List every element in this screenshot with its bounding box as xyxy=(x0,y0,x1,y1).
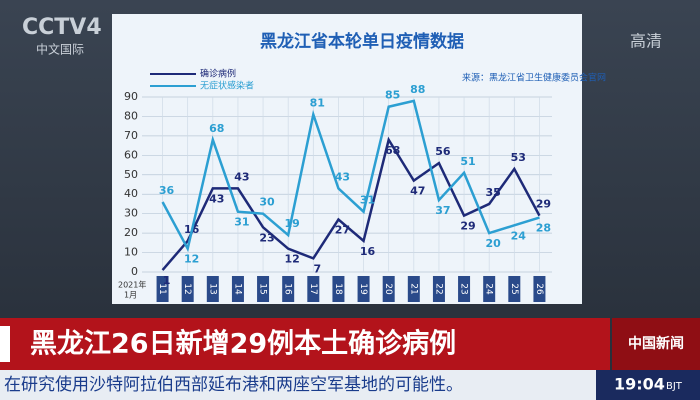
data-label: 68 xyxy=(209,122,224,135)
x-tick-label: 14 xyxy=(232,283,242,295)
clock-bg xyxy=(596,370,700,400)
data-label: 29 xyxy=(536,198,551,211)
news-logo: 中国新闻 xyxy=(628,335,684,352)
y-tick-label: 60 xyxy=(124,148,138,161)
data-label: 24 xyxy=(511,229,527,242)
x-tick-label: 16 xyxy=(283,283,293,295)
y-tick-label: 70 xyxy=(124,129,138,142)
data-label: 27 xyxy=(335,224,350,237)
x-tick-box xyxy=(181,276,194,302)
year-label: 2021年 xyxy=(118,280,146,290)
data-label: 28 xyxy=(536,222,551,235)
y-tick-label: 50 xyxy=(124,168,138,181)
banner-mark xyxy=(0,326,10,362)
x-tick-label: 17 xyxy=(308,283,318,294)
legend-label: 无症状感染者 xyxy=(200,80,254,92)
data-label: 85 xyxy=(385,89,400,102)
x-tick-label: 18 xyxy=(333,283,343,295)
chart-title: 黑龙江省本轮单日疫情数据 xyxy=(260,31,464,52)
x-tick-label: 21 xyxy=(408,283,418,294)
x-tick-label: 24 xyxy=(484,283,494,295)
series-line xyxy=(161,136,541,271)
data-label: 23 xyxy=(259,231,274,244)
data-label: 51 xyxy=(460,155,475,168)
series-line xyxy=(161,99,540,253)
data-label: 12 xyxy=(184,253,199,266)
news-logo-bg xyxy=(612,318,700,370)
x-tick-label: 23 xyxy=(459,283,469,294)
x-tick-box xyxy=(382,276,395,302)
x-tick-box xyxy=(206,276,219,302)
x-tick-label: 11 xyxy=(157,283,167,294)
x-tick-box xyxy=(407,276,420,302)
data-label: 31 xyxy=(234,216,249,229)
data-label: 43 xyxy=(209,192,224,205)
source: 来源：黑龙江省卫生健康委员会官网 xyxy=(462,72,606,84)
data-label: 30 xyxy=(259,196,275,209)
data-label: 43 xyxy=(335,170,350,183)
y-tick-label: 90 xyxy=(124,90,138,103)
data-label: 29 xyxy=(460,220,475,233)
ticker-bg xyxy=(0,370,700,400)
data-label: 12 xyxy=(285,253,300,266)
data-label: 81 xyxy=(310,97,325,110)
y-tick-label: 0 xyxy=(131,265,138,278)
x-tick-box xyxy=(508,276,521,302)
x-tick-box xyxy=(357,276,370,302)
x-tick-box xyxy=(332,276,345,302)
data-label: 53 xyxy=(511,151,526,164)
x-tick-box xyxy=(307,276,320,302)
data-label: 68 xyxy=(385,144,400,157)
data-label: 37 xyxy=(435,204,450,217)
y-tick-label: 80 xyxy=(124,109,138,122)
y-tick-label: 20 xyxy=(124,226,138,239)
x-tick-label: 26 xyxy=(534,283,544,295)
x-tick-label: 12 xyxy=(182,283,192,294)
data-label: 88 xyxy=(410,83,425,96)
x-tick-label: 15 xyxy=(258,283,268,294)
x-tick-box xyxy=(458,276,471,302)
banner-bg xyxy=(0,318,610,370)
data-label: 56 xyxy=(435,145,451,158)
channel-logo: CCTV4 xyxy=(22,15,102,40)
headline: 黑龙江26日新增29例本土确诊病例 xyxy=(30,328,456,360)
clock: 19:04 xyxy=(614,375,665,394)
data-label: 43 xyxy=(234,170,249,183)
data-label: 19 xyxy=(285,217,300,230)
channel-sub: 中文国际 xyxy=(36,42,84,57)
x-tick-label: 22 xyxy=(433,283,443,294)
x-tick-box xyxy=(533,276,546,302)
hd-label: 高清 xyxy=(630,32,662,51)
x-tick-box xyxy=(282,276,295,302)
x-tick-box xyxy=(231,276,244,302)
chart-panel xyxy=(112,14,582,304)
x-tick-box xyxy=(156,276,169,302)
data-label: 20 xyxy=(486,237,502,250)
y-tick-label: 30 xyxy=(124,207,138,220)
data-label: 1 xyxy=(163,274,171,287)
x-tick-box xyxy=(432,276,445,302)
data-label: 47 xyxy=(410,185,425,198)
clock-zone: BJT xyxy=(666,381,683,392)
y-tick-label: 40 xyxy=(124,187,138,200)
x-tick-box xyxy=(257,276,270,302)
ticker-text: 在研究使用沙特阿拉伯西部延布港和两座空军基地的可能性。 xyxy=(4,374,463,395)
x-tick-box xyxy=(483,276,496,302)
legend-label: 确诊病例 xyxy=(200,68,236,80)
month-label: 1月 xyxy=(124,291,137,300)
x-tick-label: 20 xyxy=(383,283,393,295)
data-label: 16 xyxy=(360,245,376,258)
data-label: 31 xyxy=(360,194,375,207)
x-tick-label: 19 xyxy=(358,283,368,295)
data-label: 7 xyxy=(313,262,321,275)
x-tick-label: 13 xyxy=(207,283,217,294)
x-tick-label: 25 xyxy=(509,283,519,294)
data-label: 35 xyxy=(486,186,501,199)
y-tick-label: 10 xyxy=(124,246,138,259)
data-label: 36 xyxy=(159,184,175,197)
